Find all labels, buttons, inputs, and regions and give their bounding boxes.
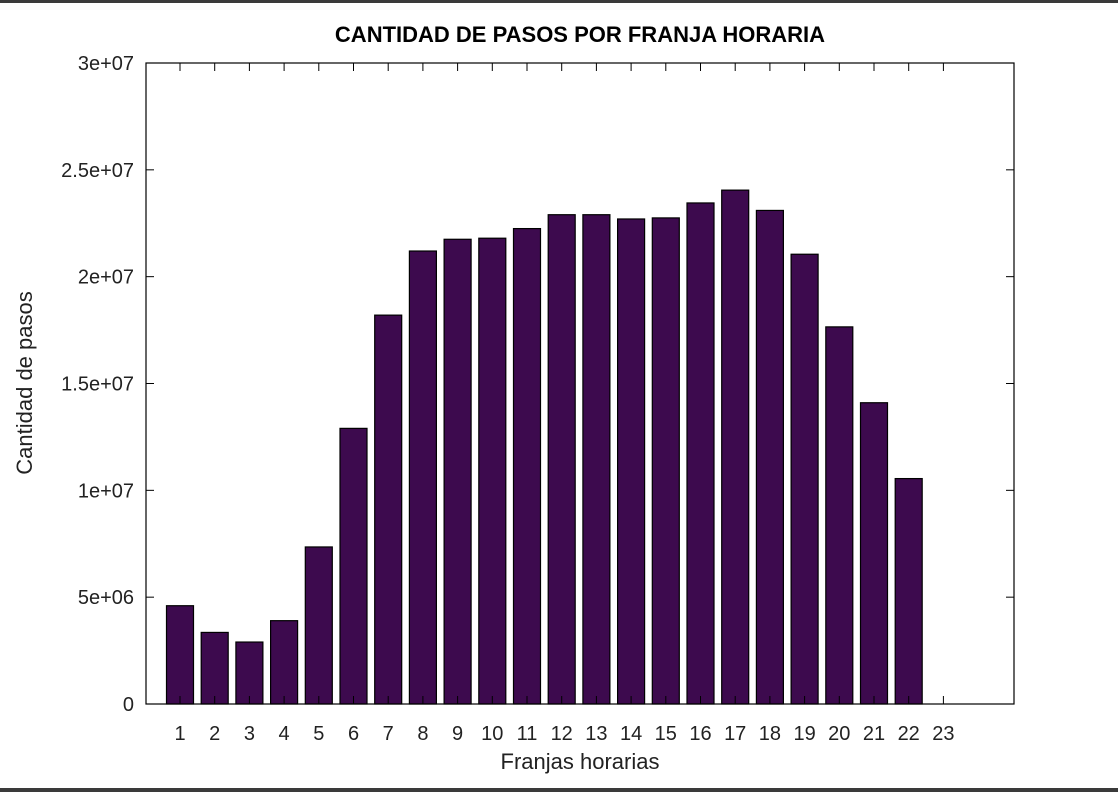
y-tick-label: 1.5e+07 [61,374,134,396]
x-axis-label: Franjas horarias [501,749,660,774]
bar-16 [686,202,715,705]
bar-19 [790,253,819,705]
x-tick-label: 10 [481,723,503,745]
y-tick-label: 2.5e+07 [61,160,134,182]
x-tick-label: 19 [793,723,815,745]
bar-10 [478,237,507,705]
chart-title: CANTIDAD DE PASOS POR FRANJA HORARIA [335,22,825,47]
bar-12 [547,214,576,705]
x-tick-label: 9 [452,723,463,745]
x-tick-label: 8 [417,723,428,745]
bar-5 [304,546,333,705]
x-tick-label: 23 [932,723,954,745]
x-tick-label: 22 [898,723,920,745]
bar-2 [200,631,229,705]
y-tick-label: 1e+07 [78,480,134,502]
x-tick-label: 1 [174,723,185,745]
bar-13 [582,214,611,705]
x-tick-label: 14 [620,723,642,745]
x-tick-label: 11 [517,723,538,745]
bar-6 [339,427,368,705]
x-tick-label: 16 [689,723,711,745]
bar-1 [165,605,195,705]
bar-18 [755,209,785,705]
y-axis: 0 5e+06 1e+07 1.5e+07 2e+07 2.5e+07 3e+07 [61,53,1014,716]
x-tick-label: 18 [759,723,781,745]
x-tick-label: 21 [863,723,885,745]
x-tick-label: 2 [209,723,220,745]
y-tick-label: 5e+06 [78,587,134,609]
y-axis-label: Cantidad de pasos [12,291,37,474]
y-tick-label: 3e+07 [78,53,134,75]
x-tick-label: 5 [313,723,324,745]
bar-7 [374,314,403,705]
y-tick-label: 2e+07 [78,267,134,289]
x-tick-label: 12 [551,723,573,745]
bar-9 [443,238,472,705]
bar-3 [235,641,264,705]
x-tick-label: 15 [655,723,677,745]
x-tick-label: 6 [348,723,359,745]
bar-14 [616,218,646,705]
bar-22 [894,477,923,705]
x-tick-label: 7 [383,723,394,745]
window-top-border [0,0,1118,3]
bar-4 [270,620,299,705]
bar-8 [408,250,437,705]
x-tick-label: 3 [244,723,255,745]
bar-11 [512,227,542,705]
x-tick-label: 20 [828,723,850,745]
x-tick-label: 13 [585,723,607,745]
x-tick-label: 17 [724,723,746,745]
x-tick-label: 4 [279,723,290,745]
bar-21 [859,402,889,705]
x-axis: 1 2 3 4 5 6 7 8 9 10 11 12 13 14 15 16 17 18 19 20 21 22 23 [174,63,955,745]
bar-20 [825,326,854,705]
window-bottom-border [0,788,1118,792]
y-tick-label: 0 [123,694,134,716]
bar-15 [651,217,680,705]
bar-17 [721,189,750,705]
bars-group [165,189,923,705]
